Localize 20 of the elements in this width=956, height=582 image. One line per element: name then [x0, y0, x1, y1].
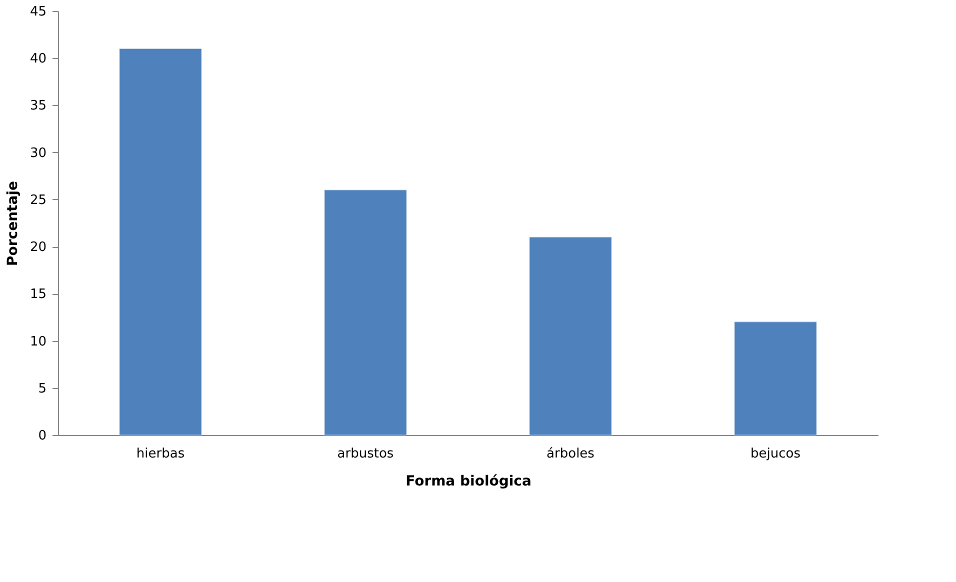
y-tick-label: 40 [30, 52, 46, 67]
y-tick-label: 20 [30, 240, 46, 256]
y-tick-label: 45 [30, 4, 46, 20]
y-tick-label: 0 [38, 428, 46, 444]
x-tick-label: hierbas [136, 446, 185, 462]
y-tick-label: 35 [30, 98, 46, 114]
bar [529, 236, 612, 436]
y-tick-label: 15 [30, 287, 46, 302]
x-tick-label: bejucos [750, 446, 801, 462]
bar [324, 190, 407, 436]
y-tick-label: 30 [30, 146, 46, 161]
x-tick-label: árboles [546, 446, 595, 462]
y-tick-label: 5 [38, 381, 46, 396]
y-axis-title: Porcentaje [4, 181, 21, 266]
x-axis-title: Forma biológica [406, 474, 532, 490]
bar [734, 322, 817, 436]
x-tick-label: arbustos [337, 446, 394, 462]
y-tick-label: 25 [30, 192, 46, 208]
bar [119, 48, 202, 436]
y-tick-label: 10 [30, 334, 46, 350]
